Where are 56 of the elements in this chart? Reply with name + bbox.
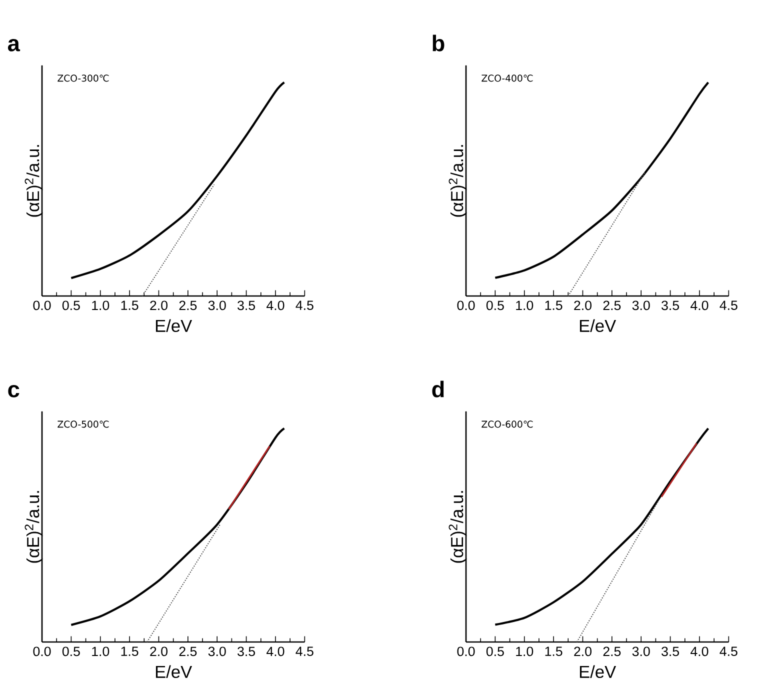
y-axis-title: (αE)$^{2}$/a.u.: [24, 145, 43, 217]
x-tick-label: 3.5: [662, 300, 680, 310]
x-tick-label: 0.5: [62, 300, 80, 310]
x-axis-title: E/eV: [580, 319, 616, 332]
chart-title: a: [8, 38, 20, 52]
x-tick-label: 0.5: [486, 300, 504, 310]
x-tick-label: 3.0: [208, 646, 226, 656]
text: ZCO-300℃: [58, 74, 109, 82]
text: ZCO-400℃: [482, 74, 533, 82]
y-axis-title: (αE)$^{2}$/a.u.: [24, 491, 43, 563]
x-tick-label: 3.5: [238, 300, 256, 310]
x-axis-title: E/eV: [156, 319, 192, 332]
x-tick-label: 4.5: [720, 300, 738, 310]
x-tick-label: 2.0: [574, 300, 592, 310]
y-axis-title: (αE)$^{2}$/a.u.: [448, 145, 467, 217]
x-tick-label: 0.0: [457, 300, 475, 310]
x-axis-title: E/eV: [156, 665, 192, 678]
x-tick-label: 2.5: [603, 646, 621, 656]
x-tick-label: 1.0: [516, 646, 534, 656]
y-axis-title: (αE)$^{2}$/a.u.: [448, 491, 467, 563]
chart-title: c: [8, 384, 20, 398]
chart-title: b: [432, 34, 444, 52]
x-axis-title: E/eV: [580, 665, 616, 678]
x-tick-label: 1.0: [92, 300, 110, 310]
x-tick-label: 2.0: [150, 300, 168, 310]
x-tick-label: 4.5: [720, 646, 738, 656]
x-tick-label: 2.0: [150, 646, 168, 656]
x-tick-label: 4.0: [266, 646, 284, 656]
x-tick-label: 3.5: [238, 646, 256, 656]
x-tick-label: 4.5: [296, 300, 314, 310]
x-tick-label: 0.5: [486, 646, 504, 656]
x-tick-label: 2.0: [574, 646, 592, 656]
x-tick-label: 2.5: [179, 300, 197, 310]
x-tick-label: 1.0: [92, 646, 110, 656]
x-tick-label: 4.5: [296, 646, 314, 656]
x-tick-label: 4.0: [690, 646, 708, 656]
x-tick-label: 0.0: [457, 646, 475, 656]
x-tick-label: 1.5: [545, 300, 562, 310]
text: ZCO-500℃: [58, 420, 109, 428]
x-tick-label: 4.0: [266, 300, 284, 310]
x-tick-label: 3.5: [662, 646, 680, 656]
x-tick-label: 3.0: [632, 646, 650, 656]
x-tick-label: 3.0: [632, 300, 650, 310]
x-tick-label: 4.0: [690, 300, 708, 310]
x-tick-label: 0.5: [62, 646, 80, 656]
x-tick-label: 2.5: [179, 646, 197, 656]
x-tick-label: 1.5: [121, 300, 138, 310]
text: ZCO-600℃: [482, 420, 533, 428]
chart-title: d: [432, 380, 444, 398]
x-tick-label: 1.0: [516, 300, 534, 310]
x-tick-label: 1.5: [545, 646, 562, 656]
x-tick-label: 3.0: [208, 300, 226, 310]
x-tick-label: 2.5: [603, 300, 621, 310]
x-tick-label: 1.5: [121, 646, 138, 656]
x-tick-label: 0.0: [33, 300, 51, 310]
x-tick-label: 0.0: [33, 646, 51, 656]
